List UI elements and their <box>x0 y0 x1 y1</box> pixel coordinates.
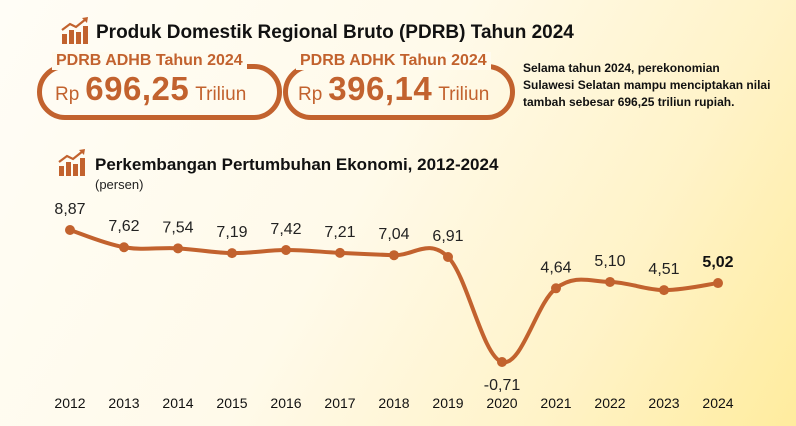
x-tick-2018: 2018 <box>378 395 409 411</box>
data-label-2016: 7,42 <box>270 221 301 238</box>
data-label-2017: 7,21 <box>324 224 355 241</box>
data-point-2013 <box>119 242 129 253</box>
pdrb-adhk-value-group: Rp 396,14 Triliun <box>298 70 489 108</box>
data-label-2022: 5,10 <box>594 253 625 270</box>
data-label-2021: 4,64 <box>540 259 571 276</box>
x-tick-2013: 2013 <box>108 395 139 411</box>
data-label-2019: 6,91 <box>432 228 463 245</box>
x-tick-2023: 2023 <box>648 395 679 411</box>
data-point-2018 <box>389 250 399 261</box>
data-label-2013: 7,62 <box>108 218 139 235</box>
bar-chart-growth-icon <box>58 149 85 176</box>
pdrb-adhb-value: 696,25 <box>85 70 190 107</box>
x-tick-2019: 2019 <box>432 395 463 411</box>
data-label-2020: -0,71 <box>484 377 521 394</box>
pdrb-adhb-prefix: Rp <box>55 84 80 105</box>
x-tick-2012: 2012 <box>54 395 85 411</box>
bar-chart-growth-icon <box>61 17 88 44</box>
data-point-2022 <box>605 276 615 287</box>
x-tick-2020: 2020 <box>486 395 517 411</box>
x-tick-2022: 2022 <box>594 395 625 411</box>
data-point-2015 <box>227 248 237 259</box>
data-label-2015: 7,19 <box>216 224 247 241</box>
data-point-2019 <box>443 252 453 263</box>
data-point-2021 <box>551 283 561 294</box>
data-point-2024 <box>713 278 723 289</box>
pdrb-adhk-label: PDRB ADHK Tahun 2024 <box>296 52 491 70</box>
data-point-2016 <box>281 244 291 255</box>
chart-unit-note: (persen) <box>95 177 144 192</box>
data-label-2024: 5,02 <box>702 254 733 271</box>
series-line <box>68 228 720 365</box>
pdrb-description: Selama tahun 2024, perekonomian Sulawesi… <box>523 61 771 109</box>
data-point-2014 <box>173 243 183 254</box>
pdrb-adhk-value: 396,14 <box>328 70 433 107</box>
data-label-2012: 8,87 <box>54 201 85 218</box>
x-tick-2017: 2017 <box>324 395 355 411</box>
data-label-2023: 4,51 <box>648 261 679 278</box>
pdrb-adhb-value-group: Rp 696,25 Triliun <box>55 70 246 108</box>
x-tick-2016: 2016 <box>270 395 301 411</box>
pdrb-adhb-unit: Triliun <box>195 84 247 105</box>
x-tick-2014: 2014 <box>162 395 193 411</box>
x-tick-2015: 2015 <box>216 395 247 411</box>
page-title: Produk Domestik Regional Bruto (PDRB) Ta… <box>96 22 574 43</box>
data-point-2017 <box>335 247 345 258</box>
data-label-2014: 7,54 <box>162 219 193 236</box>
x-tick-2021: 2021 <box>540 395 571 411</box>
data-label-2018: 7,04 <box>378 226 409 243</box>
data-point-2023 <box>659 285 669 296</box>
chart-title: Perkembangan Pertumbuhan Ekonomi, 2012-2… <box>95 155 499 174</box>
pdrb-adhb-label: PDRB ADHB Tahun 2024 <box>52 52 247 70</box>
pdrb-adhk-prefix: Rp <box>298 84 323 105</box>
x-tick-2024: 2024 <box>702 395 733 411</box>
data-point-2020 <box>497 357 507 367</box>
pdrb-adhk-unit: Triliun <box>438 84 490 105</box>
data-point-2012 <box>65 225 75 235</box>
